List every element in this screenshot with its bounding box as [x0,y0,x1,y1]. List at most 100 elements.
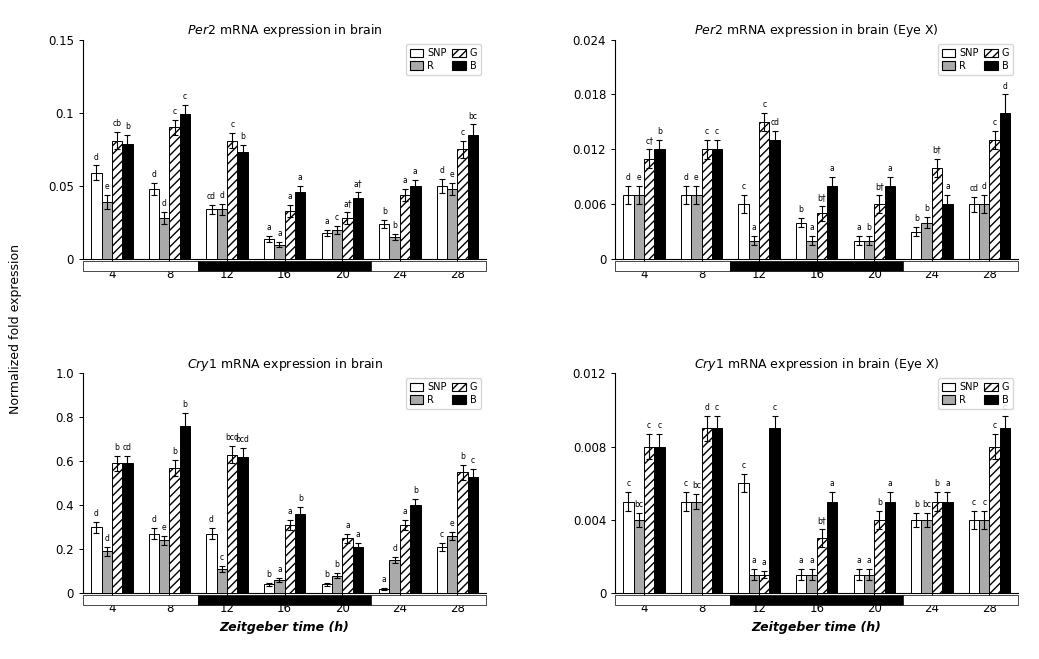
Bar [644,447,655,593]
Text: c: c [220,553,224,561]
Text: cb: cb [112,119,122,128]
Text: a: a [799,556,803,565]
Bar [112,463,123,593]
Text: b: b [240,132,245,141]
Text: a: a [382,575,387,584]
Bar [712,150,722,259]
Bar [198,595,371,605]
Bar [83,262,198,272]
Text: c: c [335,213,339,221]
Text: b: b [125,122,130,130]
Text: a: a [751,223,756,233]
Text: e: e [450,170,454,179]
Text: c: c [742,182,746,191]
Text: cd: cd [123,443,132,452]
Bar [634,195,644,259]
Bar [979,520,989,593]
Bar [712,428,722,593]
Text: bc: bc [692,481,701,490]
Bar [207,534,217,593]
Bar [655,150,665,259]
Text: d: d [104,534,109,543]
Text: b: b [267,569,271,579]
Bar [331,575,342,593]
Text: c: c [704,127,709,136]
Bar [644,159,655,259]
Bar [91,527,102,593]
Text: a: a [298,173,302,182]
Bar [123,463,133,593]
Text: d: d [219,190,224,200]
Text: b: b [877,498,882,507]
Text: c: c [172,107,177,116]
Bar [159,540,169,593]
Bar [321,233,331,259]
Bar [352,547,363,593]
Text: b†: b† [933,146,941,155]
Text: b†: b† [818,516,826,525]
Bar [615,595,730,605]
Bar [180,426,190,593]
Bar [681,195,691,259]
Bar [102,552,112,593]
Text: c: c [231,121,235,129]
Bar [436,186,447,259]
Bar [770,140,780,259]
Text: d: d [152,515,157,525]
Bar [623,195,634,259]
Text: b: b [867,223,872,233]
Bar [169,468,180,593]
Bar [854,241,863,259]
Text: bc: bc [634,500,643,509]
Bar [968,520,979,593]
Text: a: a [945,182,950,191]
Text: b: b [172,447,177,456]
Bar [149,189,159,259]
Bar [436,547,447,593]
Text: b: b [935,480,939,488]
Text: c: c [715,403,719,412]
Legend: SNP, R, G, B: SNP, R, G, B [938,44,1013,74]
Bar [371,595,486,605]
Text: b†: b† [818,193,826,202]
Text: c: c [715,127,719,136]
Text: c: c [773,403,777,412]
Text: d: d [704,403,710,412]
X-axis label: Zeitgeber time (h): Zeitgeber time (h) [219,621,349,634]
Text: bcd: bcd [236,435,249,444]
Bar [274,244,285,259]
Text: bc: bc [469,111,478,121]
Text: b: b [925,204,929,213]
Bar [112,140,123,259]
Text: a: a [867,556,872,565]
Bar [739,483,749,593]
X-axis label: Zeitgeber time (h): Zeitgeber time (h) [752,621,882,634]
Bar [198,262,371,272]
Bar [379,588,390,593]
Text: cd: cd [207,192,216,201]
Text: d: d [162,200,166,208]
Text: a†: a† [353,179,362,188]
Bar [854,575,863,593]
Text: b: b [914,214,918,223]
Bar [91,173,102,259]
Bar [989,447,1000,593]
Text: b: b [324,569,329,579]
Bar [228,140,238,259]
Bar [123,144,133,259]
Bar [739,204,749,259]
Text: c: c [471,456,475,465]
Bar [400,525,410,593]
Bar [817,538,827,593]
Bar [390,237,400,259]
Bar [295,514,305,593]
Bar [989,140,1000,259]
Text: a: a [288,507,292,515]
Bar [730,262,903,272]
Bar [285,211,295,259]
Text: c: c [992,421,996,430]
Bar [1000,428,1010,593]
Bar [228,455,238,593]
Text: c: c [742,461,746,470]
Bar [274,580,285,593]
